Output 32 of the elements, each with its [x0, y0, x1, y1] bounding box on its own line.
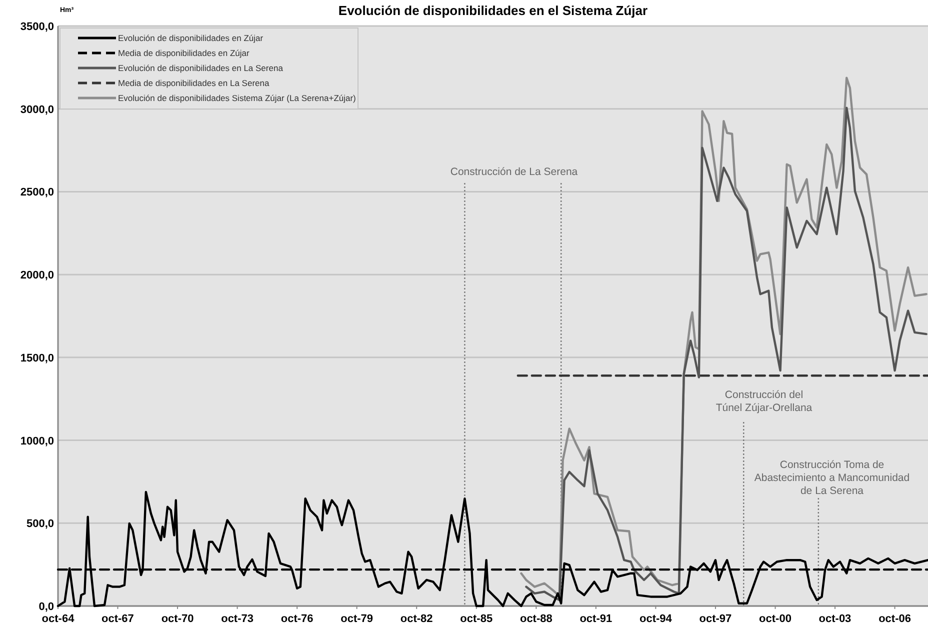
x-tick-label: oct-06 — [878, 613, 911, 625]
chart-title: Evolución de disponibilidades en el Sistema Zújar — [338, 3, 648, 18]
annotation: Construcción del Túnel Zújar-Orellana — [716, 389, 812, 414]
x-tick-label: oct-70 — [161, 613, 194, 625]
y-tick-label: 2000,0 — [20, 270, 54, 282]
y-tick-label: 500,0 — [26, 518, 54, 530]
x-tick-label: oct-79 — [340, 613, 374, 625]
x-tick-label: oct-73 — [221, 613, 254, 625]
legend-label: Evolución de disponibilidades Sistema Zújar (La Serena+Zújar) — [118, 93, 356, 103]
x-tick-label: oct-82 — [400, 613, 433, 625]
x-tick-label: oct-03 — [818, 613, 852, 625]
annotation: Construcción Toma de Abastecimiento a Mancomunidad de La Serena — [754, 459, 910, 497]
annotation: Construcción de La Serena — [450, 166, 578, 178]
x-tick-label: oct-88 — [520, 613, 552, 625]
x-tick-label: oct-00 — [759, 613, 792, 625]
x-tick-label: oct-85 — [460, 613, 493, 625]
x-tick-label: oct-94 — [639, 613, 673, 625]
y-tick-label: 3500,0 — [20, 21, 54, 33]
y-tick-label: 0,0 — [38, 601, 54, 613]
y-tick-label: 1000,0 — [20, 435, 54, 448]
legend-label: Media de disponibilidades en La Serena — [118, 78, 270, 88]
legend-label: Evolución de disponibilidades en La Serena — [118, 63, 284, 73]
x-tick-label: oct-64 — [42, 613, 76, 625]
legend-label: Evolución de disponibilidades en Zújar — [118, 33, 264, 43]
x-tick-label: oct-76 — [280, 613, 314, 625]
legend-label: Media de disponibilidades en Zújar — [118, 48, 250, 58]
x-tick-label: oct-97 — [699, 613, 732, 625]
y-tick-label: 1500,0 — [20, 352, 54, 364]
y-tick-label: 3000,0 — [20, 104, 54, 116]
y-tick-label: 2500,0 — [20, 186, 54, 199]
x-tick-label: oct-91 — [580, 613, 612, 625]
x-tick-label: oct-67 — [102, 613, 134, 625]
